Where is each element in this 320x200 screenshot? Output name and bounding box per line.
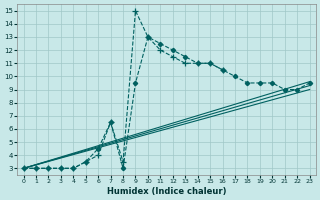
X-axis label: Humidex (Indice chaleur): Humidex (Indice chaleur) — [107, 187, 226, 196]
